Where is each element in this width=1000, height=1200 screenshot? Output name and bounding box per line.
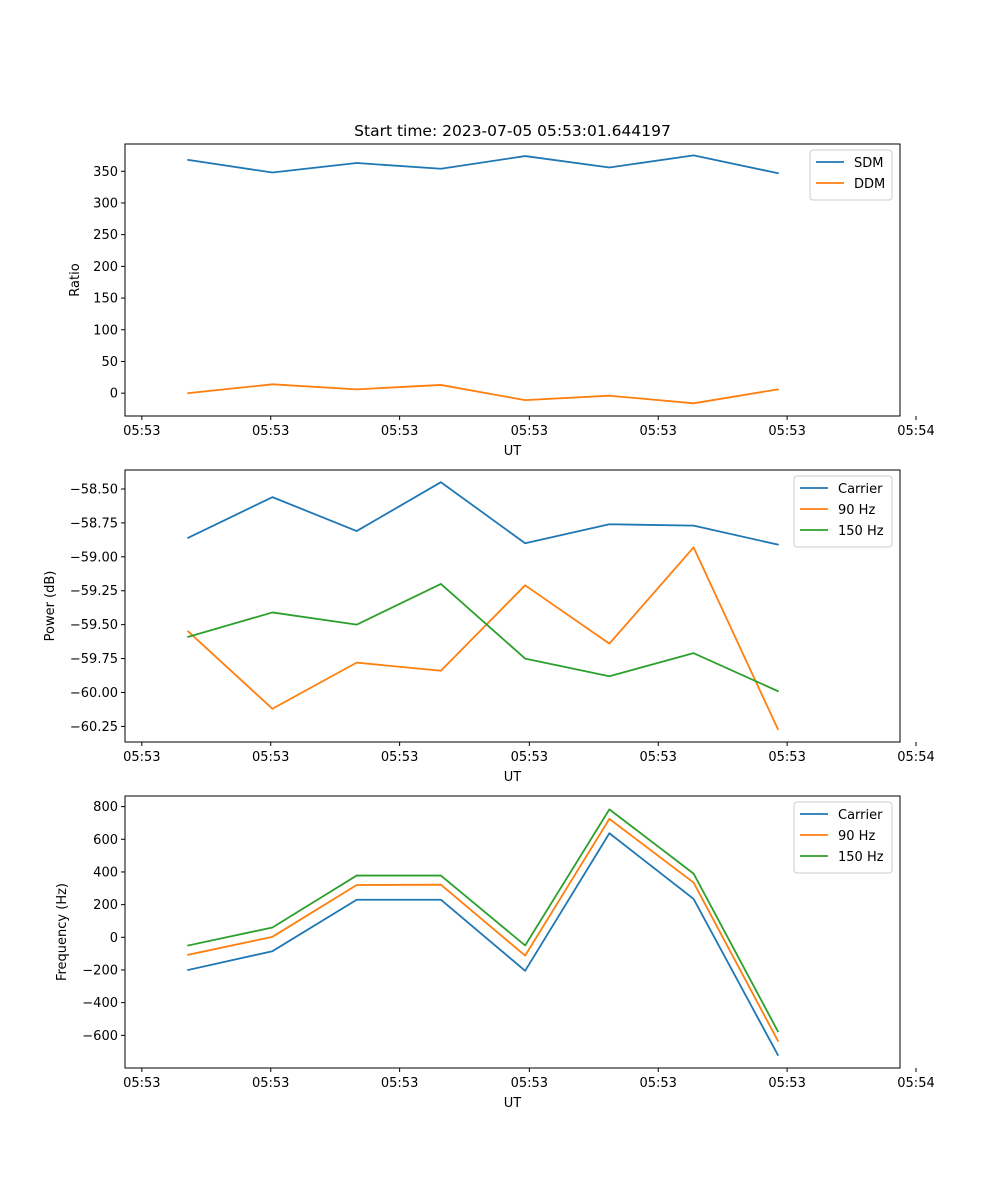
x-tick-label: 05:53 — [511, 750, 548, 765]
y-tick-label: 800 — [93, 800, 118, 815]
legend-label-carrier: Carrier — [838, 482, 883, 497]
x-tick-label: 05:54 — [897, 1076, 934, 1091]
legend: Carrier 90 Hz 150 Hz — [793, 801, 893, 874]
y-axis-label: Ratio — [68, 263, 83, 296]
x-tick-label: 05:53 — [639, 1076, 676, 1091]
y-tick-label: −59.00 — [70, 550, 118, 565]
x-tick-label: 05:53 — [511, 1076, 548, 1091]
x-tick-label: 05:53 — [252, 1076, 289, 1091]
x-tick-label: 05:53 — [768, 1076, 805, 1091]
y-tick-label: 200 — [93, 260, 118, 275]
y-axis-label: Frequency (Hz) — [55, 883, 70, 981]
y-tick-label: −600 — [82, 1029, 118, 1044]
series-line-carrier — [187, 832, 780, 1057]
y-tick-label: −60.00 — [70, 686, 118, 701]
x-tick-label: 05:53 — [381, 750, 418, 765]
y-tick-label: −200 — [82, 963, 118, 978]
legend: SDM DDM — [809, 149, 893, 201]
x-axis-label: UT — [504, 444, 522, 459]
y-tick-label: −400 — [82, 996, 118, 1011]
x-tick-label: 05:53 — [252, 424, 289, 439]
ratio-plot: 05:53 05:53 05:53 05:53 05:53 05:53 05:54 0 50 10… — [68, 143, 935, 459]
series-line-ddm — [187, 383, 779, 405]
y-tick-label: −60.25 — [70, 720, 118, 735]
axes-frame — [124, 795, 901, 1069]
x-tick-label: 05:53 — [123, 750, 160, 765]
x-tick-label: 05:53 — [123, 1076, 160, 1091]
series-line-90-hz — [186, 546, 780, 731]
axes-frame — [124, 143, 901, 417]
y-tick-label: −58.50 — [70, 482, 118, 497]
frequency-plot: 05:53 05:53 05:53 05:53 05:53 05:53 05:54 800 60… — [55, 795, 935, 1111]
y-tick-label: 600 — [93, 833, 118, 848]
x-tick-label: 05:53 — [639, 424, 676, 439]
axes-frame — [124, 469, 901, 743]
legend: Carrier 90 Hz 150 Hz — [793, 475, 893, 548]
x-tick-label: 05:53 — [511, 424, 548, 439]
legend-label-carrier: Carrier — [838, 808, 883, 823]
series-line-150-hz — [187, 583, 780, 693]
y-tick-label: 100 — [93, 323, 118, 338]
y-tick-label: 50 — [101, 355, 118, 370]
x-axis-label: UT — [504, 770, 522, 785]
x-tick-label: 05:53 — [123, 424, 160, 439]
legend-label-sdm: SDM — [854, 156, 883, 171]
x-tick-label: 05:53 — [381, 1076, 418, 1091]
x-tick-label: 05:53 — [639, 750, 676, 765]
y-tick-label: 0 — [110, 931, 118, 946]
y-tick-label: 350 — [93, 165, 118, 180]
legend-label-ddm: DDM — [854, 177, 885, 192]
x-tick-label: 05:53 — [768, 750, 805, 765]
legend-label-150-hz: 150 Hz — [838, 850, 884, 865]
x-tick-label: 05:54 — [897, 424, 934, 439]
y-tick-label: 250 — [93, 228, 118, 243]
chart-title: Start time: 2023-07-05 05:53:01.644197 — [354, 122, 671, 140]
y-axis-label: Power (dB) — [43, 571, 58, 642]
legend-label-90-hz: 90 Hz — [838, 503, 875, 518]
y-tick-label: 300 — [93, 196, 118, 211]
x-tick-label: 05:53 — [381, 424, 418, 439]
legend-label-90-hz: 90 Hz — [838, 829, 875, 844]
x-axis-label: UT — [504, 1096, 522, 1111]
series-line-carrier — [186, 481, 779, 546]
legend-label-150-hz: 150 Hz — [838, 524, 884, 539]
series-line-sdm — [187, 154, 779, 175]
x-tick-label: 05:53 — [252, 750, 289, 765]
y-tick-label: 400 — [93, 865, 118, 880]
y-tick-label: −59.75 — [70, 652, 118, 667]
y-tick-label: −58.75 — [70, 516, 118, 531]
power-plot: 05:53 05:53 05:53 05:53 05:53 05:53 05:54 −58.5… — [43, 469, 935, 785]
y-tick-label: 150 — [93, 292, 118, 307]
y-tick-label: 0 — [110, 387, 118, 402]
series-line-150-hz — [187, 808, 780, 1033]
y-tick-label: 200 — [93, 898, 118, 913]
x-tick-label: 05:53 — [768, 424, 805, 439]
y-tick-label: −59.25 — [70, 584, 118, 599]
x-tick-label: 05:54 — [897, 750, 934, 765]
y-tick-label: −59.50 — [70, 618, 118, 633]
series-line-90-hz — [187, 817, 780, 1042]
